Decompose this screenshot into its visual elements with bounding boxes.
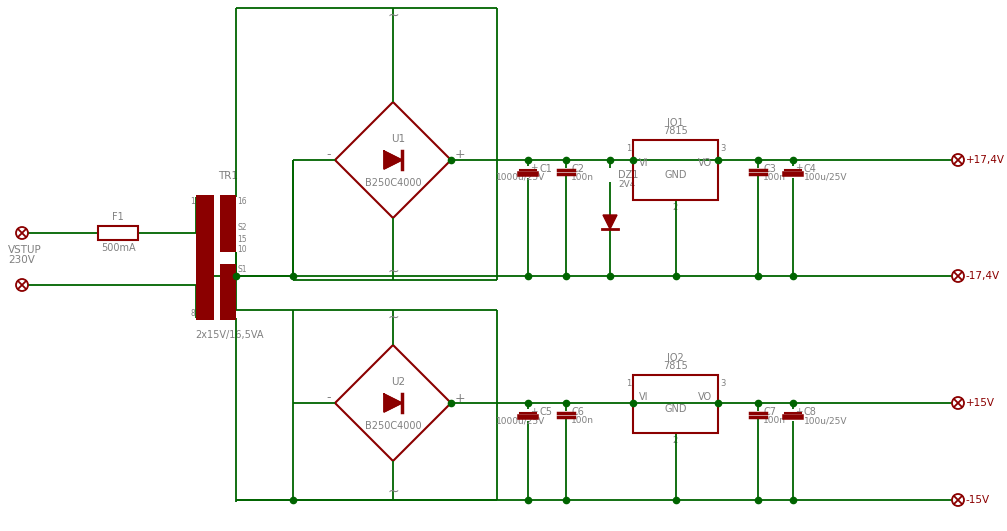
Text: U2: U2 <box>391 377 405 387</box>
Text: 100n: 100n <box>763 416 786 425</box>
Text: 1: 1 <box>625 144 631 153</box>
Text: C2: C2 <box>571 164 584 174</box>
Text: +: + <box>455 391 465 405</box>
Text: 100u/25V: 100u/25V <box>804 173 848 182</box>
Text: 1: 1 <box>625 379 631 388</box>
Text: C3: C3 <box>763 164 775 174</box>
Text: C6: C6 <box>571 407 584 417</box>
Text: C5: C5 <box>539 407 552 417</box>
Text: PRI: PRI <box>202 252 208 263</box>
Bar <box>220 263 236 320</box>
Text: 100n: 100n <box>571 416 594 425</box>
Text: C7: C7 <box>763 407 776 417</box>
Text: 2V4: 2V4 <box>618 180 635 189</box>
Text: DZ1: DZ1 <box>618 170 638 180</box>
Text: U1: U1 <box>391 134 405 144</box>
Bar <box>98 226 138 240</box>
Polygon shape <box>384 394 402 412</box>
Text: C8: C8 <box>804 407 817 417</box>
Text: 15: 15 <box>237 235 247 244</box>
Text: VO: VO <box>698 392 712 402</box>
Text: S2: S2 <box>237 223 247 232</box>
Text: VI: VI <box>639 392 649 402</box>
Text: C1: C1 <box>539 164 552 174</box>
Text: IO2: IO2 <box>667 353 684 363</box>
Text: 2: 2 <box>673 203 678 212</box>
Text: 7815: 7815 <box>664 361 688 371</box>
Text: 7815: 7815 <box>664 126 688 136</box>
Bar <box>196 195 214 320</box>
Text: ~: ~ <box>387 485 399 499</box>
Polygon shape <box>603 215 617 229</box>
Text: B250C4000: B250C4000 <box>365 178 421 188</box>
Text: ~: ~ <box>387 265 399 279</box>
Text: 100u/25V: 100u/25V <box>804 416 848 425</box>
Text: GND: GND <box>665 170 687 180</box>
Text: B250C4000: B250C4000 <box>365 421 421 431</box>
Text: ~: ~ <box>387 311 399 325</box>
Text: 3: 3 <box>720 379 725 388</box>
Text: 1: 1 <box>190 197 195 206</box>
Text: 2x15V/16,5VA: 2x15V/16,5VA <box>195 330 264 340</box>
Text: -: - <box>326 149 331 161</box>
Text: 230V: 230V <box>8 255 35 265</box>
Text: +: + <box>455 149 465 161</box>
Text: 1000u/25V: 1000u/25V <box>496 173 545 182</box>
Text: 3: 3 <box>720 144 725 153</box>
Text: -15V: -15V <box>966 495 990 505</box>
Text: +17,4V: +17,4V <box>966 155 1005 165</box>
Text: F1: F1 <box>112 212 124 222</box>
Text: 16: 16 <box>237 197 247 206</box>
Text: 2: 2 <box>673 436 678 445</box>
Text: +: + <box>795 164 803 173</box>
Polygon shape <box>384 151 402 169</box>
Text: +: + <box>795 407 803 415</box>
Bar <box>220 195 236 252</box>
Text: ~: ~ <box>387 9 399 23</box>
Text: 500mA: 500mA <box>101 243 135 253</box>
Text: +: + <box>530 164 538 173</box>
Text: 100n: 100n <box>763 173 786 182</box>
Text: -: - <box>326 391 331 405</box>
Text: 1000u/25V: 1000u/25V <box>496 416 545 425</box>
Text: -17,4V: -17,4V <box>966 271 1000 281</box>
Text: VO: VO <box>698 158 712 168</box>
Text: VI: VI <box>639 158 649 168</box>
Bar <box>633 375 718 433</box>
Text: C4: C4 <box>804 164 817 174</box>
Text: +: + <box>530 407 538 415</box>
Text: TR1: TR1 <box>218 171 238 181</box>
Text: IO1: IO1 <box>668 118 684 128</box>
Text: VSTUP: VSTUP <box>8 245 41 255</box>
Text: S1: S1 <box>237 266 247 275</box>
Text: 10: 10 <box>237 245 247 254</box>
Text: +15V: +15V <box>966 398 995 408</box>
Text: GND: GND <box>665 404 687 414</box>
Bar <box>633 140 718 200</box>
Text: 100n: 100n <box>571 173 594 182</box>
Text: 8: 8 <box>190 309 195 318</box>
